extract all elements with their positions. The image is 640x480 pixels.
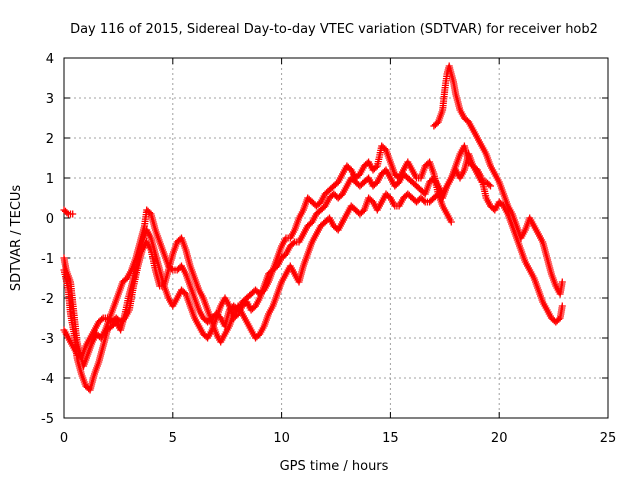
data-marker — [420, 197, 428, 205]
data-point — [558, 302, 566, 310]
data-point — [69, 210, 77, 218]
y-tick-label: -5 — [41, 412, 54, 427]
x-tick-label: 10 — [273, 431, 290, 446]
x-tick-label: 25 — [600, 431, 617, 446]
x-tick-label: 0 — [60, 431, 68, 446]
axis-ticks: -5 -4 -3 -2 -1 0 1 2 3 4 0 5 10 15 20 25 — [41, 52, 616, 446]
y-tick-label: -1 — [41, 252, 54, 267]
data-marker — [289, 239, 297, 247]
x-tick-label: 5 — [169, 431, 177, 446]
data-point — [558, 278, 566, 286]
series-track-3 — [60, 150, 494, 394]
y-tick-label: 0 — [46, 212, 54, 227]
chart-title: Day 116 of 2015, Sidereal Day-to-day VTE… — [70, 22, 598, 37]
data-point — [447, 218, 455, 226]
data-point — [487, 182, 494, 190]
y-tick-label: 1 — [46, 172, 54, 187]
data-marker — [98, 315, 106, 323]
y-tick-label: -3 — [41, 332, 54, 347]
y-tick-label: 2 — [46, 132, 54, 147]
y-axis-title: SDTVAR / TECUs — [9, 185, 24, 292]
series-track-4 — [60, 142, 566, 362]
y-tick-label: -2 — [41, 292, 54, 307]
x-axis-title: GPS time / hours — [280, 459, 389, 474]
data-series — [60, 62, 566, 394]
y-tick-label: 3 — [46, 92, 54, 107]
x-tick-label: 15 — [382, 431, 399, 446]
y-tick-label: -4 — [41, 372, 54, 387]
series-track-1 — [60, 206, 77, 218]
plot-frame — [63, 57, 609, 419]
x-tick-label: 20 — [491, 431, 508, 446]
data-marker — [63, 209, 71, 217]
series-track-5 — [430, 62, 566, 298]
y-tick-label: 4 — [46, 52, 54, 67]
